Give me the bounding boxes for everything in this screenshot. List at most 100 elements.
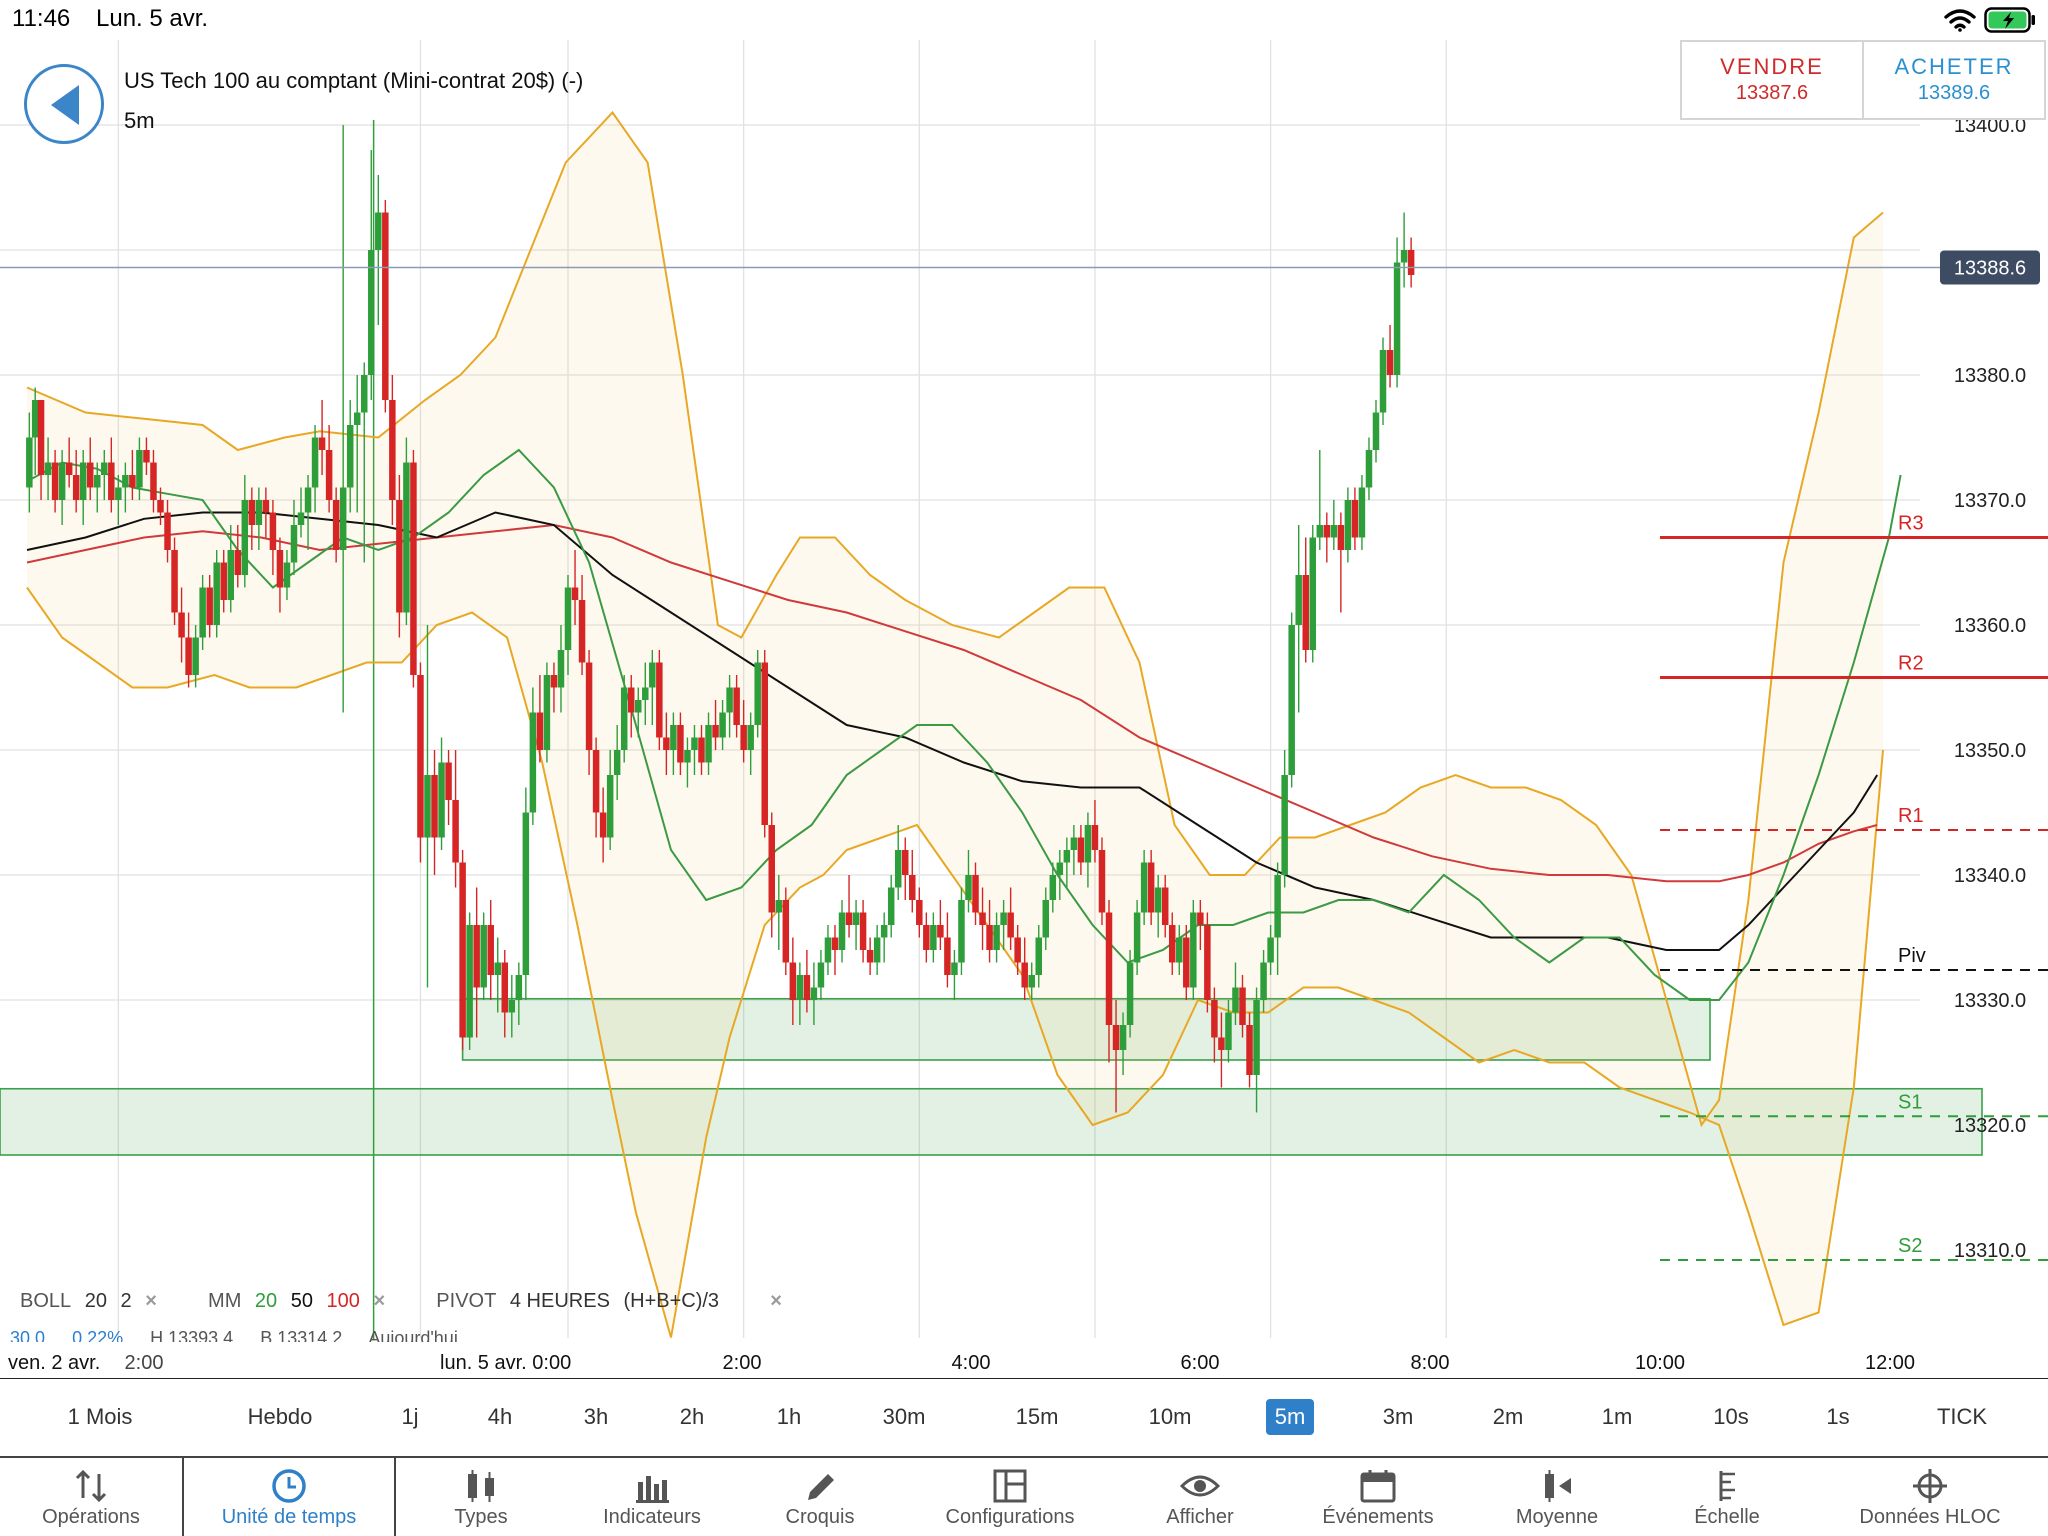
candle [663, 712, 670, 775]
candle-body [670, 725, 677, 750]
timeframe-10s[interactable]: 10s [1713, 1404, 1749, 1429]
timeframe-10m[interactable]: 10m [1148, 1404, 1192, 1429]
candle [1316, 450, 1324, 550]
candle-body [403, 462, 410, 613]
timeframe-hebdo[interactable]: Hebdo [247, 1404, 313, 1429]
candle-body [740, 725, 747, 750]
candle-body [705, 725, 712, 763]
candle-body [1183, 937, 1190, 988]
candle-body [44, 462, 52, 475]
candle-body [782, 900, 790, 963]
candle [1133, 900, 1141, 975]
candle [1344, 487, 1352, 563]
status-bar: 11:46 Lun. 5 avr. [0, 0, 2048, 40]
timeframe-1-mois[interactable]: 1 Mois [67, 1404, 133, 1429]
remove-ma-button[interactable]: × [373, 1290, 386, 1312]
price-axis-label: 13330.0 [1954, 990, 2026, 1012]
toolbar-bar-chart-button[interactable]: Indicateurs [566, 1458, 738, 1536]
candle [775, 875, 783, 950]
candle-body [171, 550, 178, 613]
candle-body [1386, 350, 1394, 375]
candle [1407, 237, 1415, 288]
toolbar-arrows-updown-button[interactable]: Opérations [0, 1458, 182, 1536]
candle-body [1070, 837, 1078, 850]
candle [529, 687, 537, 825]
candle-body [733, 687, 740, 725]
candle [79, 450, 87, 525]
toolbar-scale-button[interactable]: Échelle [1642, 1458, 1812, 1536]
remove-pivot-button[interactable]: × [770, 1290, 782, 1312]
candle-body [445, 762, 452, 800]
timeframe-1j[interactable]: 1j [401, 1404, 419, 1429]
candle-body [1211, 1000, 1218, 1038]
candle-body [649, 662, 656, 688]
candle-body [150, 462, 157, 500]
candle-body [951, 962, 958, 975]
candle [262, 487, 270, 538]
timeframe-3m[interactable]: 3m [1382, 1404, 1414, 1429]
timeframe-2m[interactable]: 2m [1492, 1404, 1524, 1429]
toolbar-label: Données HLOC [1859, 1506, 2001, 1528]
price-axis-label: 13350.0 [1954, 740, 2026, 762]
candle-body [1232, 987, 1239, 1013]
candle [1232, 962, 1239, 1025]
candle [923, 912, 930, 963]
buy-button[interactable]: ACHETER 13389.6 [1864, 42, 2044, 118]
candle [396, 475, 403, 638]
candle [1000, 900, 1007, 950]
candle-body [86, 462, 94, 488]
toolbar-label: Opérations [42, 1506, 140, 1528]
toolbar-pencil-button[interactable]: Croquis [738, 1458, 902, 1536]
back-button[interactable] [24, 64, 104, 144]
candle [129, 450, 136, 500]
timeframe-30m[interactable]: 30m [882, 1404, 926, 1429]
timeframe-1s[interactable]: 1s [1826, 1404, 1850, 1429]
candle-body [220, 562, 227, 600]
candle [304, 475, 312, 550]
candle-body [1091, 825, 1099, 850]
candle [1379, 337, 1387, 425]
candle [606, 750, 614, 850]
candle [1330, 500, 1338, 550]
candle-body [1063, 850, 1071, 863]
candle [670, 712, 677, 775]
candle-body [1161, 887, 1169, 925]
candle [501, 950, 509, 1038]
candle-body [1133, 912, 1141, 963]
timeframe-1h[interactable]: 1h [776, 1404, 802, 1429]
candle [873, 925, 881, 975]
candle [1098, 837, 1106, 925]
timeframe-4h[interactable]: 4h [487, 1404, 513, 1429]
remove-boll-button[interactable]: × [145, 1290, 157, 1312]
candle [852, 900, 860, 950]
toolbar-label: Configurations [945, 1506, 1075, 1528]
candle-body [979, 912, 986, 925]
toolbar-clock-button[interactable]: Unité de temps [182, 1458, 396, 1536]
candle-body [346, 425, 354, 488]
back-arrow-icon [51, 85, 79, 125]
legend-ma-name: MM [208, 1290, 242, 1312]
toolbar-layout-button[interactable]: Configurations [902, 1458, 1118, 1536]
timeframe-tick[interactable]: TICK [1936, 1404, 1988, 1429]
timeframe-5m[interactable]: 5m [1266, 1399, 1314, 1435]
candle-body [192, 637, 199, 675]
scale-icon [1719, 1471, 1735, 1501]
toolbar-candles-button[interactable]: Types [396, 1458, 566, 1536]
toolbar-crosshair-button[interactable]: Données HLOC [1812, 1458, 2048, 1536]
timeframe-3h[interactable]: 3h [583, 1404, 609, 1429]
candle [585, 650, 593, 775]
timeframe-2h[interactable]: 2h [679, 1404, 705, 1429]
candle-body [1316, 525, 1324, 538]
candle [642, 662, 649, 725]
candle [332, 487, 340, 563]
timeframe-1m[interactable]: 1m [1601, 1404, 1633, 1429]
price-chart[interactable]: R3 R2 R1 Piv S1 S2 13388.6 13400.0 13380.0 13370… [0, 40, 2048, 1376]
toolbar-eye-button[interactable]: Afficher [1116, 1458, 1284, 1536]
toolbar-candle-arrow-button[interactable]: Moyenne [1472, 1458, 1642, 1536]
toolbar-calendar-button[interactable]: Événements [1284, 1458, 1472, 1536]
candle [360, 362, 368, 563]
candle [1288, 612, 1295, 788]
sell-button[interactable]: VENDRE 13387.6 [1682, 42, 1864, 118]
timeframe-15m[interactable]: 15m [1015, 1404, 1059, 1429]
candles-icon [468, 1470, 494, 1502]
